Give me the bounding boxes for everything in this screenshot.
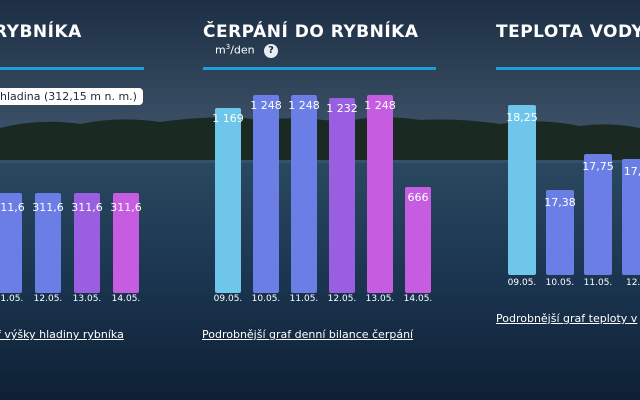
bar-value-label: 1 232 [326,101,358,115]
bar-value-label: 1 169 [212,111,244,125]
x-tick-label: 09.05. [507,278,537,288]
pumping-graph-link[interactable]: Podrobnější graf denní bilance čerpání [202,328,414,341]
bar-value-label: 17,75 [582,159,614,173]
x-tick-label: 12.0 [625,278,640,288]
water-level-title: RYBNÍKA [0,22,82,42]
bar-value-label: 311,6 [110,200,142,214]
x-tick-label: 14.05. [403,294,433,304]
chart-bar [508,105,536,275]
x-tick-label: 14.05. [111,294,141,304]
chart-bar [546,189,574,275]
water-level-graph-link[interactable]: f výšky hladiny rybníka [0,328,124,341]
x-tick-label: 13.05. [365,294,395,304]
x-tick-label: 10.05. [545,278,575,288]
pumping-title: ČERPÁNÍ DO RYBNÍKA [203,22,419,42]
bar-value-label: 17,7 [623,164,640,178]
x-tick-label: 12.05. [33,294,63,304]
chart-bar [0,192,22,293]
chart-bar [215,107,241,293]
question-icon[interactable]: ? [264,44,278,58]
water-temperature-graph-link[interactable]: Podrobnější graf teploty v [496,312,638,325]
pumping-unit: m3/den [215,43,255,57]
chart-bar [35,192,61,293]
pumping-underline [203,67,436,70]
water-temperature-underline [496,67,640,70]
chart-bar [405,187,431,293]
chart-bar [291,95,317,293]
bar-value-label: 1 248 [364,99,396,113]
bar-value-label: 18,25 [506,111,538,125]
chart-bar [113,192,139,293]
water-level-underline [0,67,144,70]
bar-value-label: 311,6 [32,200,64,214]
bar-value-label: 311,6 [71,200,103,214]
chart-bar [74,192,100,293]
x-tick-label: 11.05. [0,294,24,304]
x-tick-label: 13.05. [72,294,102,304]
water-level-tooltip: hladina (312,15 m n. m.) [0,88,143,105]
chart-bar [367,95,393,293]
x-tick-label: 12.05. [327,294,357,304]
chart-bar [329,97,355,293]
x-tick-label: 10.05. [251,294,281,304]
water-temperature-title: TEPLOTA VODY [496,22,640,42]
x-tick-label: 11.05. [289,294,319,304]
x-tick-label: 11.05. [583,278,613,288]
bar-value-label: 1 248 [250,99,282,113]
bar-value-label: 1 248 [288,99,320,113]
chart-bar [584,153,612,275]
bar-value-label: 311,6 [0,200,25,214]
bar-value-label: 666 [407,191,429,205]
x-tick-label: 09.05. [213,294,243,304]
chart-bar [622,158,640,275]
bar-value-label: 17,38 [544,195,576,209]
chart-bar [253,95,279,293]
